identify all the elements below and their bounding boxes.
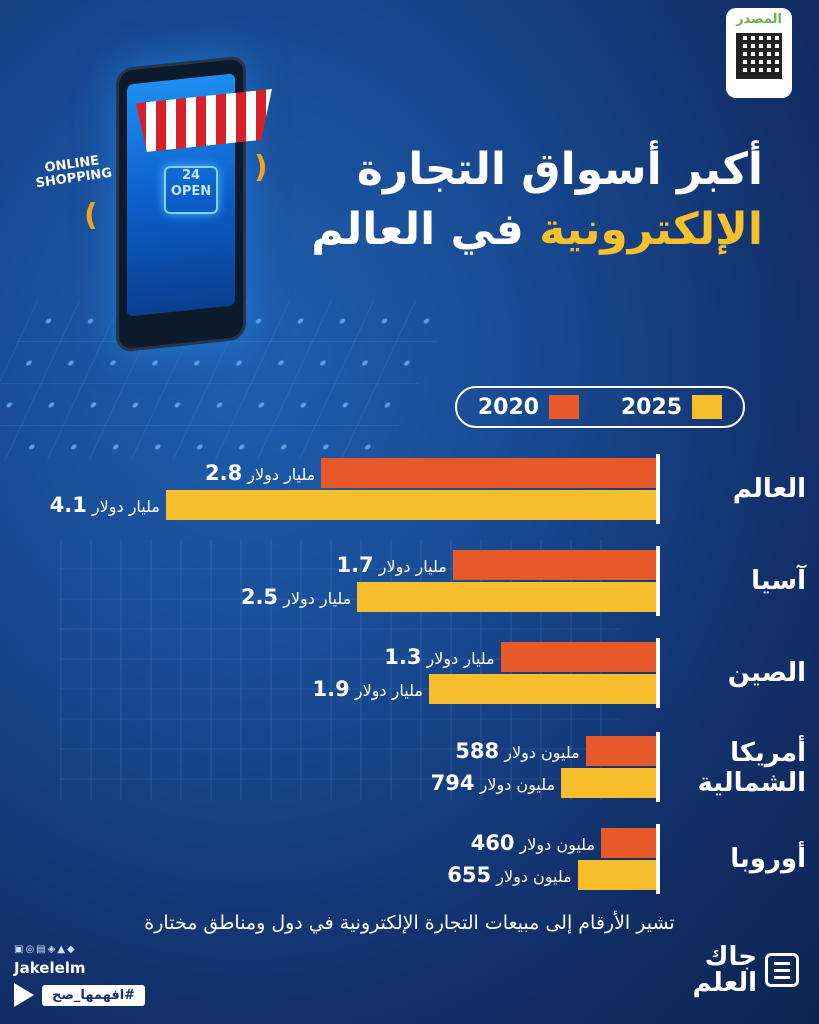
data-label-unit: مليار دولار — [349, 681, 423, 700]
data-label-value: 2.8 — [204, 461, 243, 485]
bar-2020-3 — [585, 736, 656, 766]
page-title: أكبر أسواق التجارة الإلكترونية في العالم — [163, 140, 763, 260]
bar-2020-2 — [500, 642, 656, 672]
legend-item-2025: 2025 — [620, 394, 723, 420]
bar-2025-3 — [561, 768, 656, 798]
axis-line-3 — [656, 732, 660, 802]
data-label-value: 1.3 — [384, 645, 422, 669]
data-label-unit: مليون دولار — [491, 867, 572, 886]
data-label-unit: مليون دولار — [474, 775, 556, 794]
bar-2020-4 — [601, 828, 656, 858]
data-label-unit: مليار دولار — [421, 649, 495, 668]
legend-item-2020: 2020 — [477, 394, 580, 420]
category-label-4: أوروبا — [666, 844, 806, 874]
signal-right-icon: ) — [254, 150, 268, 185]
title-line-1: أكبر أسواق التجارة — [356, 144, 763, 195]
data-label-value: 2.5 — [240, 585, 279, 609]
open-sign: 24 OPEN — [164, 166, 218, 214]
data-label-2020-3: 588 مليون دولار — [455, 739, 579, 765]
bar-2020-1 — [452, 550, 656, 580]
data-label-unit: مليار دولار — [86, 497, 160, 516]
hashtag-row: #افهمها_صح — [14, 983, 146, 1007]
category-label-line: العالم — [732, 474, 806, 504]
data-label-2025-3: 794 مليون دولار — [431, 771, 555, 797]
data-label-unit: مليون دولار — [514, 835, 596, 854]
data-label-value: 588 — [455, 739, 500, 763]
bar-2025-2 — [428, 674, 656, 704]
data-label-2025-2: 1.9 مليار دولار — [313, 677, 423, 703]
chat-icon — [765, 953, 799, 987]
data-label-2025-0: 4.1 مليار دولار — [50, 493, 160, 519]
hashtag: #افهمها_صح — [42, 984, 146, 1006]
category-label-line: الشمالية — [697, 768, 806, 798]
signal-left-icon: ( — [84, 198, 98, 233]
category-label-3: أمريكا الشمالية — [666, 738, 806, 798]
online-shopping-text: ONLINE SHOPPING — [34, 153, 113, 192]
data-label-value: 1.9 — [312, 677, 350, 701]
bar-2020-0 — [321, 458, 656, 488]
data-label-value: 460 — [470, 831, 515, 855]
data-label-value: 4.1 — [49, 493, 87, 517]
legend-swatch-2025 — [692, 395, 723, 419]
category-label-line: الصين — [727, 658, 806, 688]
axis-line-2 — [656, 638, 660, 708]
source-label: المصدر — [736, 12, 782, 27]
qr-code-icon[interactable] — [736, 33, 782, 79]
data-label-unit: مليار دولار — [242, 465, 316, 484]
brand-left: ▣◎▤◈▲◆ Jakelelm #افهمها_صح — [14, 944, 146, 1007]
axis-line-0 — [656, 454, 660, 524]
title-highlight: الإلكترونية — [539, 204, 763, 255]
legend-label-2020: 2020 — [477, 394, 540, 420]
legend-swatch-2020 — [549, 395, 580, 419]
axis-line-1 — [656, 546, 660, 616]
social-icons: ▣◎▤◈▲◆ — [14, 944, 77, 955]
data-label-value: 655 — [447, 863, 492, 887]
source-box[interactable]: المصدر — [726, 8, 792, 98]
category-label-line: آسيا — [751, 566, 806, 596]
brand-logo: جاك العلم — [667, 944, 799, 996]
category-label-1: آسيا — [666, 566, 806, 596]
data-label-value: 1.7 — [336, 553, 374, 577]
data-label-2020-4: 460 مليون دولار — [471, 831, 595, 857]
data-label-unit: مليون دولار — [499, 743, 580, 762]
axis-line-4 — [656, 824, 660, 894]
data-label-2020-0: 2.8 مليار دولار — [205, 461, 315, 487]
category-label-0: العالم — [666, 474, 806, 504]
bar-2025-0 — [166, 490, 656, 520]
data-label-2020-2: 1.3 مليار دولار — [384, 645, 494, 671]
data-label-unit: مليار دولار — [278, 589, 352, 608]
footnote: تشير الأرقام إلى مبيعات التجارة الإلكترو… — [144, 912, 675, 934]
title-suffix: في العالم — [311, 204, 524, 255]
brand-handle: Jakelelm — [14, 959, 86, 977]
bar-2025-4 — [577, 860, 656, 890]
data-label-value: 794 — [430, 771, 475, 795]
logo-text: جاك العلم — [692, 942, 757, 998]
category-label-line: أوروبا — [730, 844, 806, 874]
category-label-2: الصين — [666, 658, 806, 688]
legend-label-2025: 2025 — [620, 394, 683, 420]
bar-2025-1 — [357, 582, 656, 612]
play-icon — [14, 983, 34, 1007]
data-label-2020-1: 1.7 مليار دولار — [336, 553, 446, 579]
data-label-2025-4: 655 مليون دولار — [447, 863, 571, 889]
data-label-unit: مليار دولار — [373, 557, 447, 576]
category-label-line: أمريكا — [730, 738, 806, 768]
data-label-2025-1: 2.5 مليار دولار — [241, 585, 351, 611]
chart-legend: 2020 2025 — [455, 386, 745, 428]
